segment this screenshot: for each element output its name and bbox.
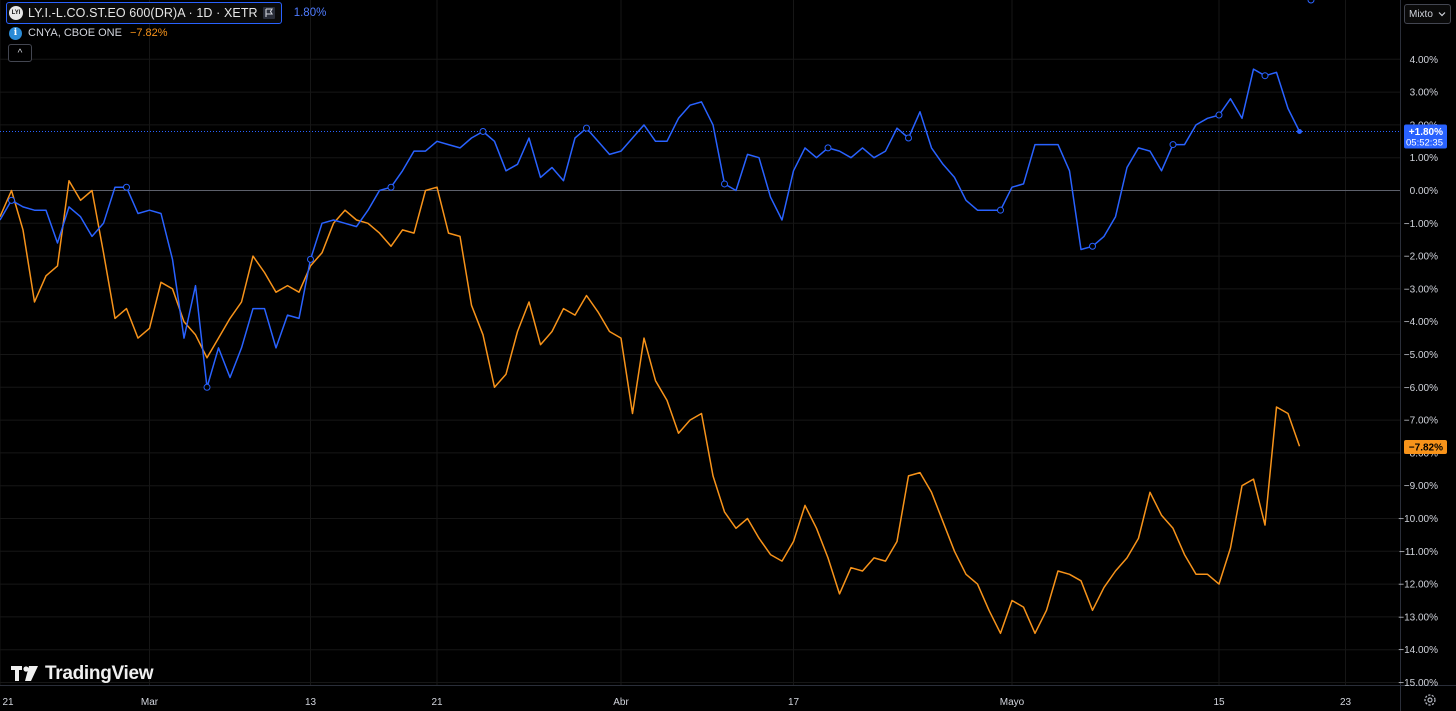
logo-text: TradingView (45, 663, 154, 684)
y-tick-label: −10.00% (1398, 514, 1438, 525)
flag-icon[interactable] (262, 7, 275, 19)
main-series-legend[interactable]: LYI LY.I.-L.CO.ST.EO 600(DR)A · 1D · XET… (6, 2, 326, 24)
y-tick-label: −11.00% (1399, 547, 1438, 558)
y-tick-label: −9.00% (1404, 481, 1438, 492)
y-axis[interactable]: 4.00%3.00%2.00%1.00%0.00%−1.00%−2.00%−3.… (1398, 55, 1438, 689)
gear-icon[interactable] (1422, 692, 1438, 708)
y-tick-label: −5.00% (1404, 350, 1438, 361)
x-axis[interactable]: 21Mar1321Abr17Mayo1523Jun1220Jul17Ago (2, 697, 1456, 708)
compare-change-value: −7.82% (129, 27, 168, 39)
x-tick-label: 15 (1213, 697, 1225, 708)
x-tick-label: 23 (1340, 697, 1352, 708)
series-layer (0, 0, 1315, 635)
price-label-text: −7.82% (1409, 442, 1443, 453)
x-tick-label: Mayo (1000, 697, 1025, 708)
data-point-marker (583, 124, 590, 132)
series-line (0, 68, 1301, 389)
y-tick-label: 4.00% (1410, 55, 1438, 66)
data-point-marker (203, 383, 211, 391)
y-tick-label: −7.00% (1404, 416, 1438, 427)
chevron-down-icon (1438, 12, 1446, 17)
scale-mode-label: Mixto (1409, 8, 1433, 20)
x-tick-label: Abr (613, 697, 629, 708)
y-tick-label: −13.00% (1398, 612, 1438, 623)
chevron-up-icon: ^ (17, 47, 23, 59)
y-tick-label: 0.00% (1410, 186, 1438, 197)
data-point-marker (307, 255, 314, 263)
data-point-marker (8, 196, 15, 204)
x-tick-label: 21 (431, 697, 443, 708)
data-point-marker (1169, 141, 1177, 149)
x-tick-label: 21 (2, 697, 14, 708)
zero-baseline (0, 130, 1400, 191)
y-tick-label: −6.00% (1404, 383, 1438, 394)
y-tick-label: 3.00% (1410, 88, 1438, 99)
y-tick-label: −15.00% (1398, 678, 1438, 689)
collapse-legend-button[interactable]: ^ (8, 44, 32, 62)
data-point-marker (123, 183, 130, 191)
compare-symbol-name[interactable]: CNYA, CBOE ONE (28, 27, 122, 39)
data-point-marker (479, 127, 487, 135)
compare-series-legend[interactable]: i CNYA, CBOE ONE −7.82% (9, 25, 168, 41)
price-labels: +1.80%05:52:35 −7.82% (1404, 124, 1447, 454)
y-tick-label: −1.00% (1404, 219, 1438, 230)
main-symbol-name[interactable]: LY.I.-L.CO.ST.EO 600(DR)A · 1D · XETR (28, 6, 258, 20)
info-icon[interactable]: i (9, 26, 22, 40)
last-value-dot (1297, 128, 1302, 134)
scale-mode-dropdown[interactable]: Mixto (1404, 4, 1451, 24)
y-tick-label: 1.00% (1410, 153, 1438, 164)
x-tick-label: Mar (141, 697, 159, 708)
main-change-value: 1.80% (293, 7, 327, 19)
price-label-badge (1404, 124, 1447, 149)
y-tick-label: −4.00% (1404, 317, 1438, 328)
data-point-marker (721, 180, 728, 188)
tradingview-logo[interactable]: TradingView (11, 663, 154, 685)
main-symbol-box[interactable]: LYI LY.I.-L.CO.ST.EO 600(DR)A · 1D · XET… (6, 2, 282, 24)
y-tick-label: −12.00% (1398, 580, 1438, 591)
price-label-badge (1404, 439, 1447, 454)
data-point-marker (905, 134, 912, 142)
data-point-marker (997, 206, 1004, 214)
symbol-badge-icon: LYI (9, 6, 23, 20)
tradingview-logo-icon (11, 666, 38, 681)
x-tick-label: 17 (788, 697, 800, 708)
data-point-marker (1307, 0, 1315, 4)
data-point-marker (1215, 111, 1223, 119)
series-line (0, 179, 1301, 635)
data-point-marker (1261, 72, 1269, 80)
x-tick-label: 13 (305, 697, 317, 708)
y-tick-label: −2.00% (1404, 252, 1438, 263)
data-point-marker (1089, 242, 1096, 250)
price-label-countdown: 05:52:35 (1406, 137, 1443, 148)
y-tick-label: −14.00% (1398, 645, 1438, 656)
y-tick-label: −3.00% (1404, 284, 1438, 295)
price-label-text: +1.80% (1409, 127, 1443, 138)
data-point-marker (824, 144, 832, 152)
data-point-marker (387, 183, 395, 191)
